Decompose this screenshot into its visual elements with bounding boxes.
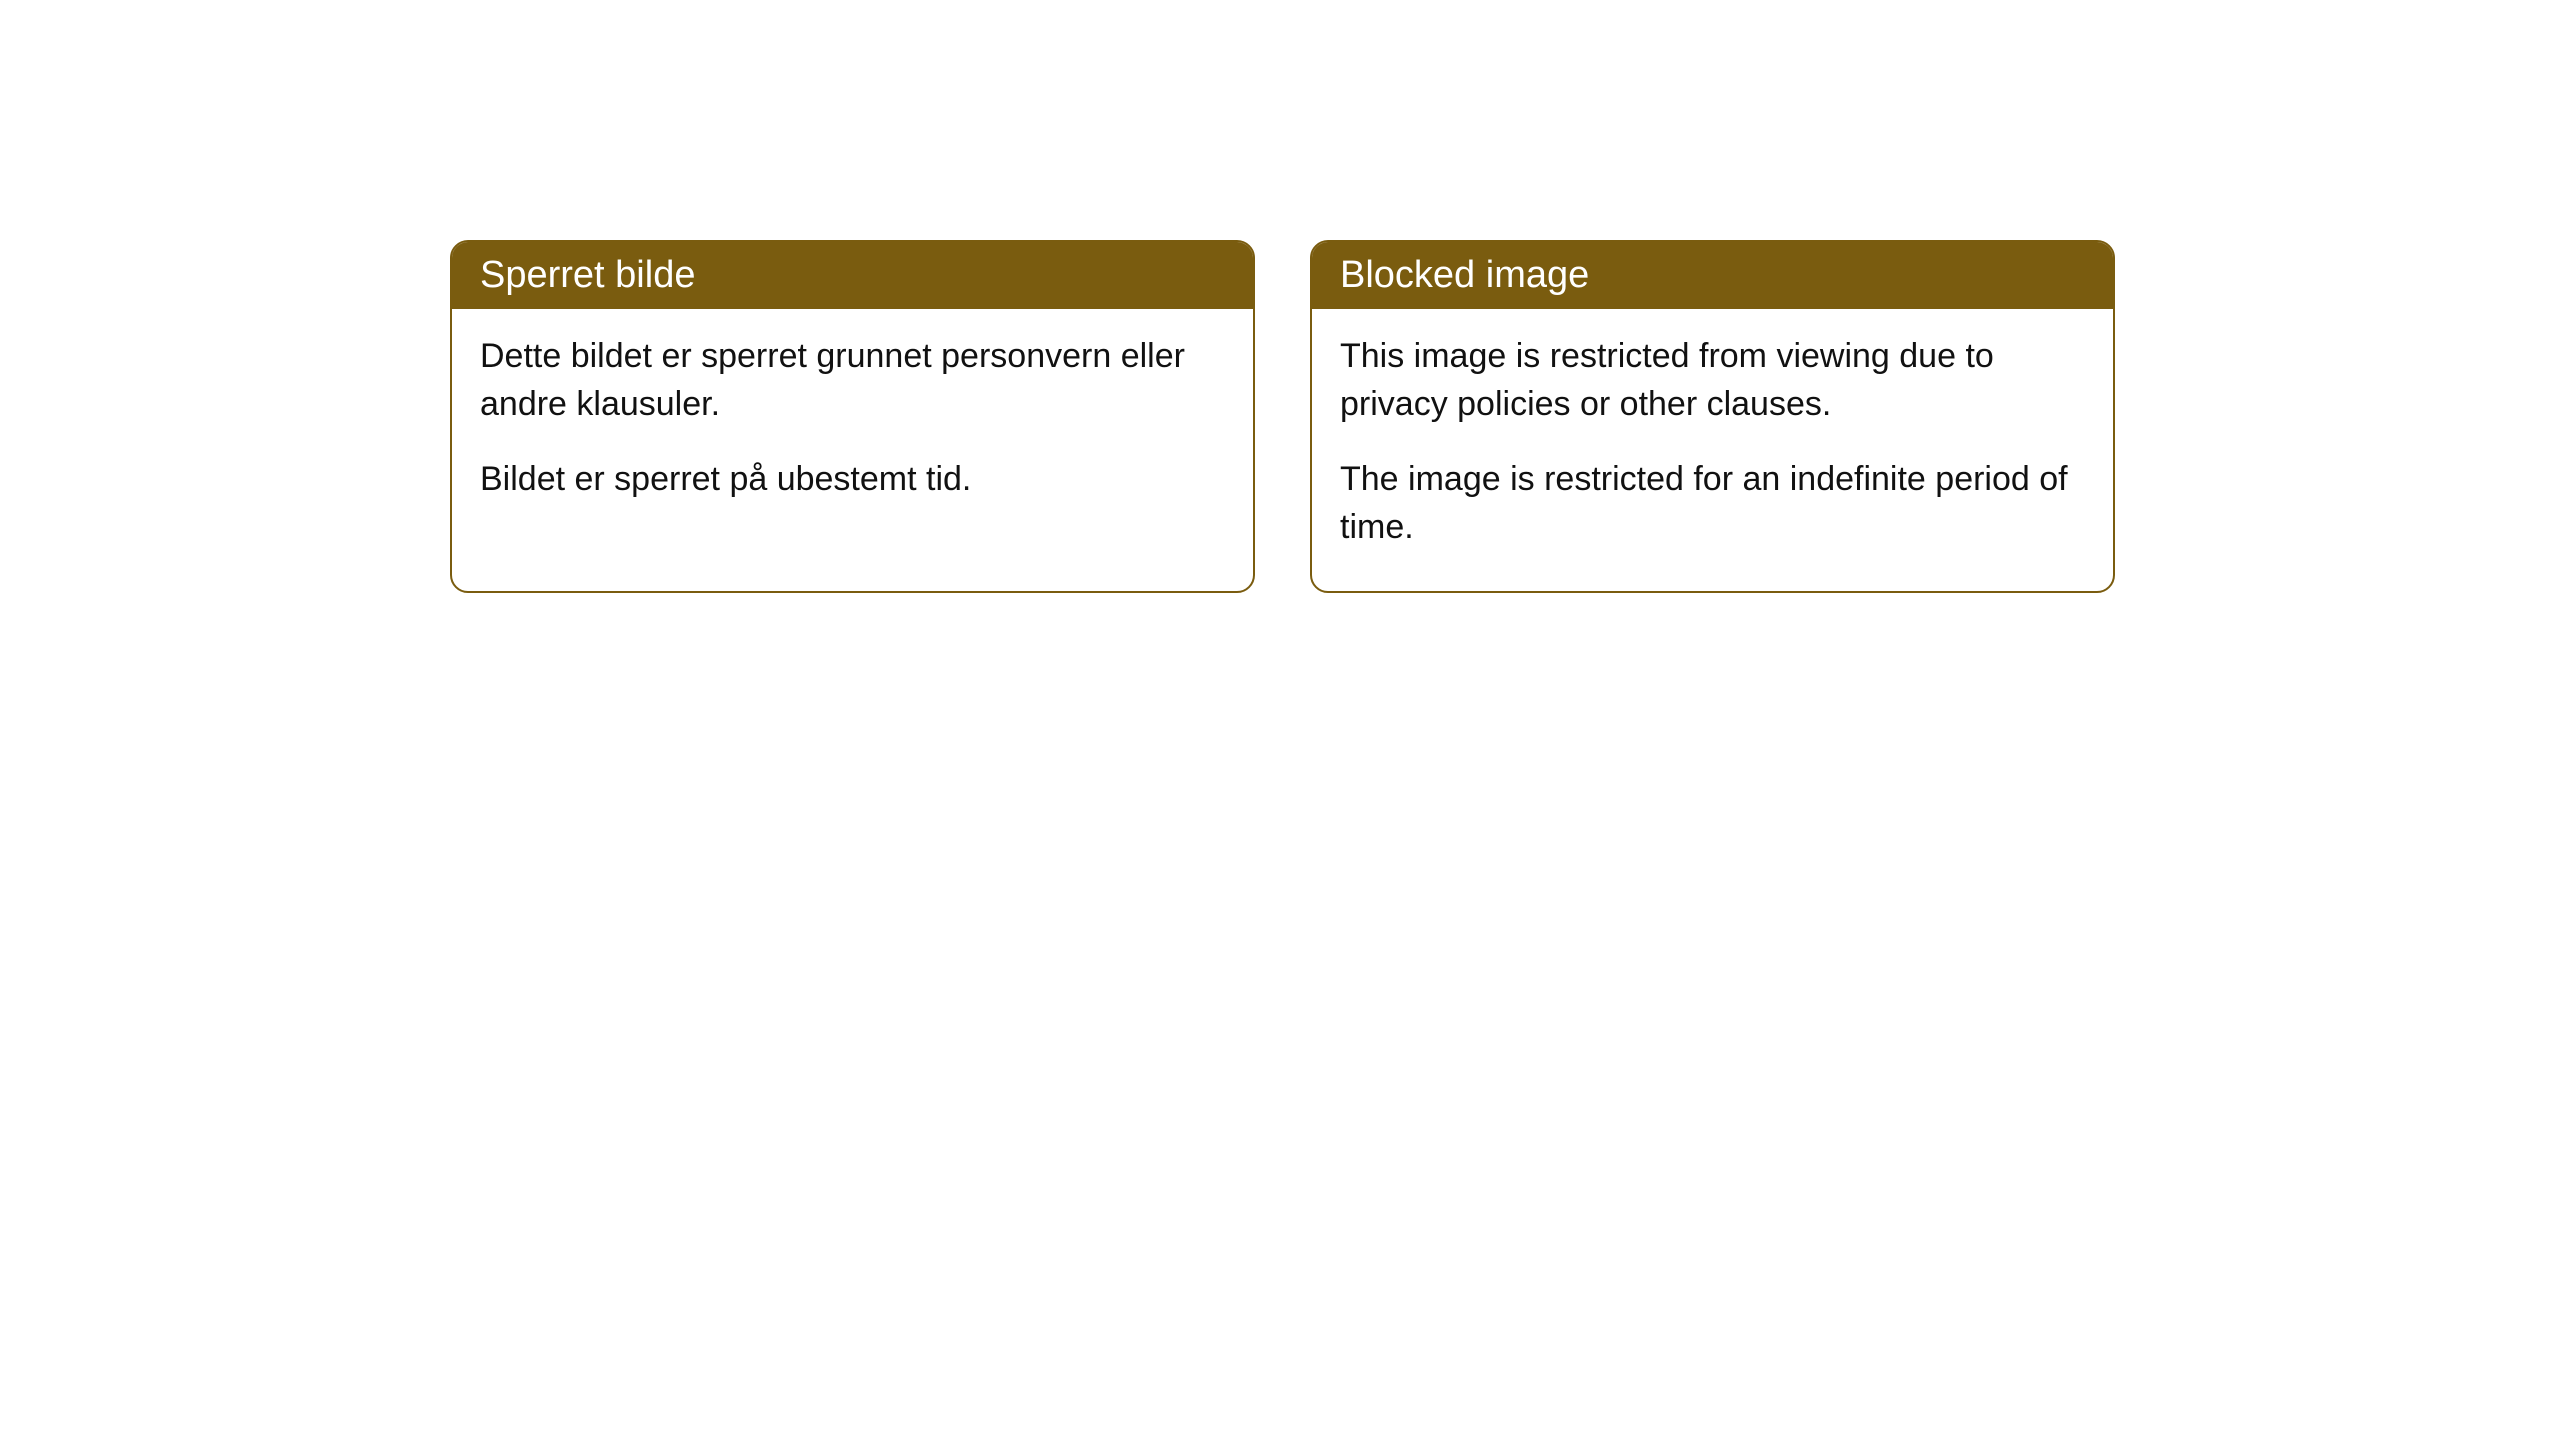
card-title-english: Blocked image: [1340, 254, 1589, 296]
notice-card-norwegian: Sperret bilde Dette bildet er sperret gr…: [450, 240, 1255, 593]
card-header-norwegian: Sperret bilde: [452, 242, 1253, 309]
notice-card-english: Blocked image This image is restricted f…: [1310, 240, 2115, 593]
card-paragraph-2-english: The image is restricted for an indefinit…: [1340, 456, 2085, 551]
card-paragraph-1-english: This image is restricted from viewing du…: [1340, 333, 2085, 428]
card-paragraph-1-norwegian: Dette bildet er sperret grunnet personve…: [480, 333, 1225, 428]
card-body-norwegian: Dette bildet er sperret grunnet personve…: [452, 309, 1253, 544]
card-paragraph-2-norwegian: Bildet er sperret på ubestemt tid.: [480, 456, 1225, 504]
notice-container: Sperret bilde Dette bildet er sperret gr…: [0, 0, 2560, 593]
card-title-norwegian: Sperret bilde: [480, 254, 695, 296]
card-header-english: Blocked image: [1312, 242, 2113, 309]
card-body-english: This image is restricted from viewing du…: [1312, 309, 2113, 591]
